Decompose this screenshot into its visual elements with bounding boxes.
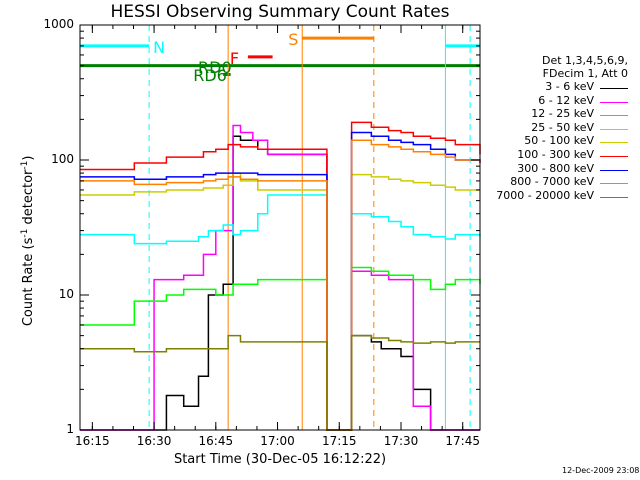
legend-label: 7000 - 20000 keV (496, 188, 594, 202)
series-line-3 (80, 194, 481, 431)
legend-swatch (600, 183, 628, 185)
legend-swatch (600, 196, 628, 198)
flag-label-rd6: RD6 (193, 66, 227, 86)
y-tick-label: 1000 (43, 17, 74, 31)
axis-ticks (80, 24, 480, 431)
x-tick-label: 17:30 (383, 434, 419, 448)
timestamp: 12-Dec-2009 23:08 (562, 466, 640, 475)
flag-label-s: S (288, 30, 299, 50)
flag-label-f: F (229, 48, 240, 68)
y-axis-label: Count Rate (s-1 detector-1) (19, 155, 37, 327)
y-tick-label: 1 (66, 422, 74, 436)
legend-label: 50 - 100 keV (524, 134, 594, 148)
detector-info-line: Det 1,3,4,5,6,9, (541, 54, 628, 67)
plot-frame (79, 24, 481, 431)
legend-swatch (600, 142, 628, 144)
legend-label: 100 - 300 keV (517, 148, 594, 161)
x-tick-label: 16:30 (136, 434, 172, 448)
flag-label-n: N (153, 37, 166, 57)
legend-swatch (600, 115, 628, 117)
chart-title: HESSI Observing Summary Count Rates (110, 2, 450, 22)
data-series (80, 121, 481, 431)
y-tick-label: 100 (51, 152, 74, 166)
x-tick-label: 16:15 (75, 434, 110, 448)
legend-swatch (600, 156, 628, 157)
legend-swatch (600, 128, 628, 130)
legend-swatch (600, 101, 628, 103)
detector-info-line: FDecim 1, Att 0 (542, 67, 628, 80)
series-line-8 (80, 334, 480, 431)
series-line-7 (80, 139, 481, 431)
legend-label: 6 - 12 keV (538, 93, 594, 107)
flag-bars (80, 36, 480, 76)
legend-label: 300 - 800 keV (517, 161, 594, 175)
x-tick-label: 17:00 (260, 434, 295, 448)
x-tick-label: 17:15 (321, 434, 357, 448)
flag-label-rd0: RD0 (198, 57, 232, 77)
series-line-6 (80, 131, 481, 431)
x-tick-label: 16:45 (198, 434, 234, 448)
legend-swatch (600, 169, 628, 171)
legend-label: 25 - 50 keV (531, 120, 594, 134)
series-line-5 (80, 121, 481, 431)
x-axis-label: Start Time (30-Dec-05 16:12:22) (173, 452, 387, 467)
series-line-1 (80, 124, 480, 431)
legend-label: 800 - 7000 keV (510, 175, 594, 189)
legend-label: 3 - 6 keV (545, 80, 594, 93)
y-tick-label: 10 (58, 287, 74, 301)
x-tick-label: 17:45 (445, 434, 480, 448)
legend-label: 12 - 25 keV (531, 107, 594, 121)
legend-swatch (600, 88, 628, 89)
